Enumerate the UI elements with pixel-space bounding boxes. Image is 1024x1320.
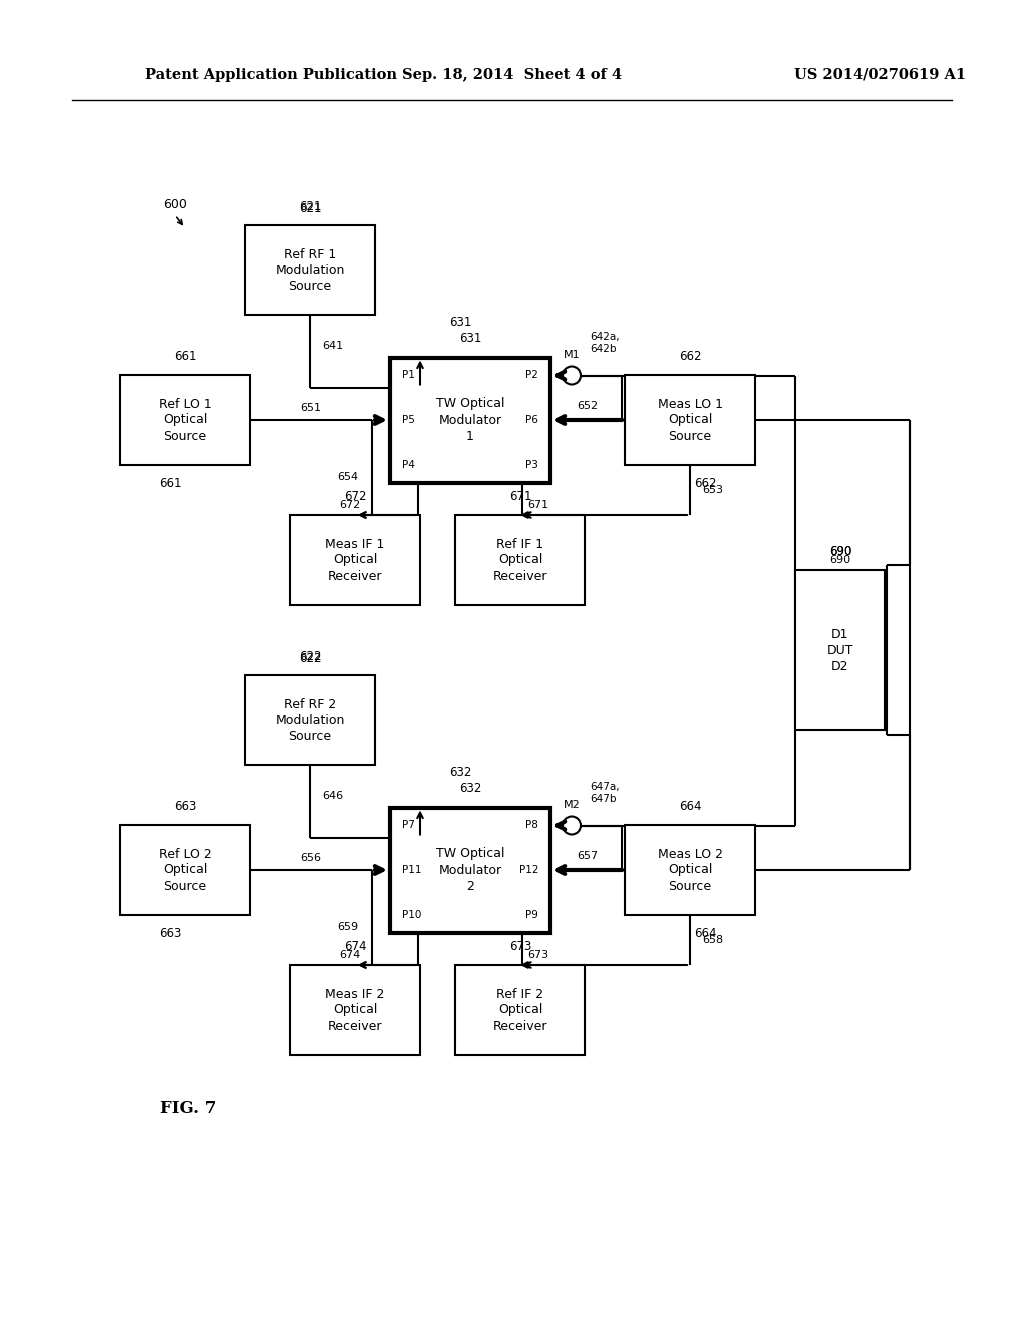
Text: Ref IF 1
Optical
Receiver: Ref IF 1 Optical Receiver (493, 537, 547, 582)
Text: P5: P5 (402, 414, 415, 425)
Text: 654: 654 (337, 473, 358, 483)
Bar (390, 808, 550, 932)
Text: P4: P4 (402, 461, 415, 470)
Text: 662: 662 (679, 350, 701, 363)
Text: 600: 600 (163, 198, 186, 211)
Text: P8: P8 (525, 820, 538, 829)
Text: 632: 632 (449, 767, 471, 780)
Bar (120, 375, 250, 465)
Text: Ref RF 1
Modulation
Source: Ref RF 1 Modulation Source (275, 248, 345, 293)
Text: 662: 662 (693, 477, 716, 490)
Text: US 2014/0270619 A1: US 2014/0270619 A1 (794, 69, 966, 82)
Text: 673: 673 (509, 940, 531, 953)
Text: Meas IF 2
Optical
Receiver: Meas IF 2 Optical Receiver (326, 987, 385, 1032)
Text: 646: 646 (322, 791, 343, 801)
Bar (625, 825, 755, 915)
Text: D1
DUT
D2: D1 DUT D2 (826, 627, 853, 672)
Text: 642a,
642b: 642a, 642b (590, 331, 620, 354)
Text: P9: P9 (525, 911, 538, 920)
Text: 641: 641 (322, 342, 343, 351)
Text: Ref RF 2
Modulation
Source: Ref RF 2 Modulation Source (275, 697, 345, 742)
Bar (245, 675, 375, 766)
Text: 671: 671 (509, 490, 531, 503)
Bar (290, 515, 420, 605)
Text: 651: 651 (300, 403, 322, 413)
Text: P10: P10 (402, 911, 421, 920)
Text: Ref LO 1
Optical
Source: Ref LO 1 Optical Source (159, 397, 211, 442)
Text: 631: 631 (459, 333, 481, 346)
Text: 672: 672 (344, 490, 367, 503)
Bar (290, 965, 420, 1055)
Text: Meas LO 2
Optical
Source: Meas LO 2 Optical Source (657, 847, 723, 892)
Text: 690: 690 (829, 554, 851, 565)
Text: Ref LO 2
Optical
Source: Ref LO 2 Optical Source (159, 847, 211, 892)
Text: P12: P12 (518, 865, 538, 875)
Text: P7: P7 (402, 820, 415, 829)
Bar (625, 375, 755, 465)
Text: P3: P3 (525, 461, 538, 470)
Text: 664: 664 (693, 927, 716, 940)
Text: 657: 657 (577, 851, 598, 861)
Text: P11: P11 (402, 865, 422, 875)
Text: Meas LO 1
Optical
Source: Meas LO 1 Optical Source (657, 397, 723, 442)
Text: 647a,
647b: 647a, 647b (590, 781, 620, 804)
Text: M2: M2 (563, 800, 581, 810)
Text: 652: 652 (577, 401, 598, 411)
Text: 661: 661 (174, 350, 197, 363)
Text: P1: P1 (402, 370, 415, 380)
Text: TW Optical
Modulator
1: TW Optical Modulator 1 (436, 397, 504, 442)
Text: 690: 690 (828, 545, 851, 558)
Text: Sep. 18, 2014  Sheet 4 of 4: Sep. 18, 2014 Sheet 4 of 4 (402, 69, 622, 82)
Text: 631: 631 (449, 317, 471, 330)
Text: P2: P2 (525, 370, 538, 380)
Bar (455, 965, 585, 1055)
Text: 663: 663 (174, 800, 197, 813)
Text: 656: 656 (300, 853, 322, 863)
Text: TW Optical
Modulator
2: TW Optical Modulator 2 (436, 847, 504, 892)
Text: 622: 622 (299, 652, 322, 665)
Text: Patent Application Publication: Patent Application Publication (145, 69, 397, 82)
Text: 672: 672 (339, 500, 360, 510)
Text: 621: 621 (299, 201, 322, 213)
Text: FIG. 7: FIG. 7 (160, 1100, 216, 1117)
Text: Ref IF 2
Optical
Receiver: Ref IF 2 Optical Receiver (493, 987, 547, 1032)
Bar (455, 515, 585, 605)
Text: 664: 664 (679, 800, 701, 813)
Text: P6: P6 (525, 414, 538, 425)
Text: 690: 690 (828, 545, 851, 558)
Text: 653: 653 (702, 484, 723, 495)
Text: Meas IF 1
Optical
Receiver: Meas IF 1 Optical Receiver (326, 537, 385, 582)
Text: 671: 671 (527, 500, 548, 510)
Bar (120, 825, 250, 915)
Bar (795, 570, 885, 730)
Bar (390, 358, 550, 483)
Text: 663: 663 (159, 927, 181, 940)
Text: 622: 622 (299, 649, 322, 663)
Text: 674: 674 (339, 950, 360, 960)
Text: M1: M1 (563, 351, 581, 360)
Bar (245, 224, 375, 315)
Text: 661: 661 (159, 477, 181, 490)
Text: 659: 659 (337, 923, 358, 932)
Text: 632: 632 (459, 783, 481, 796)
Text: 658: 658 (702, 935, 723, 945)
Text: 673: 673 (527, 950, 548, 960)
Text: 621: 621 (299, 202, 322, 215)
Text: 674: 674 (344, 940, 367, 953)
